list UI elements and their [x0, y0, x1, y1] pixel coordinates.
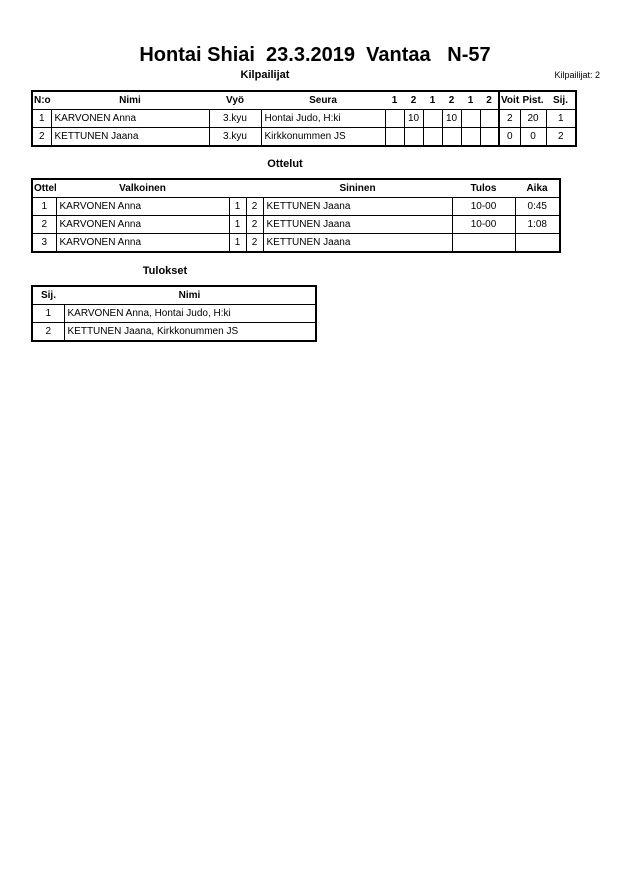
header-cell: Seura: [309, 95, 337, 106]
cell: 2: [31, 215, 57, 234]
cell: KARVONEN Anna, Hontai Judo, H:ki: [63, 304, 317, 323]
header-cell: 1: [391, 95, 398, 106]
header-ottelu: Ottelu: [34, 183, 56, 194]
header-cell: Voit.: [498, 91, 520, 110]
cell: KETTUNEN Jaana: [262, 215, 453, 234]
cell: 1:08: [514, 215, 561, 234]
cell: [460, 127, 481, 147]
cell: 20: [519, 109, 547, 128]
header-cell: N:o: [34, 95, 51, 106]
page-title: Hontai Shiai 23.3.2019 Vantaa N-57: [139, 44, 491, 66]
matches-heading: Ottelut: [267, 158, 303, 170]
cell: [460, 109, 481, 128]
cell: 2: [498, 109, 521, 128]
cell: 3.kyu: [208, 109, 262, 128]
cell: 1: [31, 197, 57, 216]
matches-table: Ottelu Valkoinen Sininen Tulos Aika 1KAR…: [31, 178, 561, 253]
cell: 0: [519, 127, 547, 147]
competitor-row: 2 KETTUNEN Jaana 3.kyu Kirkkonummen JS 0 0 2: [31, 127, 577, 147]
cell: KARVONEN Anna: [55, 197, 230, 216]
cell: 0:45: [514, 197, 561, 216]
cell: [384, 109, 405, 128]
cell: KETTUNEN Jaana, Kirkkonummen JS: [63, 322, 317, 342]
header-cell: 1: [429, 95, 436, 106]
cell: [422, 109, 443, 128]
competitors-table: N:o Nimi Vyö Seura 1 2 1 2 1 2 Voit. Pist. Sij. 1 KARV…: [31, 90, 577, 147]
cell: [479, 127, 500, 147]
cell: [403, 127, 424, 147]
cell: Kirkkonummen JS: [260, 127, 386, 147]
cell: 10-00: [451, 197, 516, 216]
cell: [479, 109, 500, 128]
cell: [451, 233, 516, 253]
cell: 1: [545, 109, 577, 128]
result-row: 1 KARVONEN Anna, Hontai Judo, H:ki: [31, 304, 317, 323]
cell: KARVONEN Anna: [55, 233, 230, 253]
cell: 10: [403, 109, 424, 128]
header-tulos: Tulos: [470, 183, 497, 194]
match-row: 3 KARVONEN Anna 1 2 KETTUNEN Jaana: [31, 233, 561, 253]
cell: KARVONEN Anna: [55, 215, 230, 234]
cell: 1: [228, 197, 247, 216]
competitors-heading: Kilpailijat: [240, 69, 290, 81]
cell: KETTUNEN Jaana: [50, 127, 210, 147]
cell: 2: [245, 233, 264, 253]
result-row: 2 KETTUNEN Jaana, Kirkkonummen JS: [31, 322, 317, 342]
header-cell: Pist.: [522, 95, 544, 106]
header-cell: 2: [486, 95, 492, 106]
cell: 10-00: [451, 215, 516, 234]
header-nimi: Nimi: [178, 290, 201, 301]
match-row: 2 KARVONEN Anna 1 2 KETTUNEN Jaana 10-00 1:08: [31, 215, 561, 234]
cell: KARVONEN Anna: [50, 109, 210, 128]
cell: [441, 127, 462, 147]
results-table: Sij. Nimi 1 KARVONEN Anna, Hontai Judo, H…: [31, 285, 317, 342]
cell: 1: [31, 304, 65, 323]
results-heading: Tulokset: [142, 265, 188, 277]
cell: 0: [498, 127, 521, 147]
header-cell: 2: [410, 95, 417, 106]
header-cell: 1: [467, 95, 474, 106]
header-cell: Sij.: [552, 95, 568, 106]
cell: 3.kyu: [208, 127, 262, 147]
cell: 2: [31, 127, 52, 147]
match-row: 1 KARVONEN Anna 1 2 KETTUNEN Jaana 10-00 0:45: [31, 197, 561, 216]
cell: Hontai Judo, H:ki: [260, 109, 386, 128]
header-aika: Aika: [526, 183, 548, 194]
cell: 2: [245, 197, 264, 216]
cell: 2: [545, 127, 577, 147]
cell: [514, 233, 561, 253]
cell: 2: [245, 215, 264, 234]
cell: 1: [228, 215, 247, 234]
cell: 10: [441, 109, 462, 128]
cell: 3: [31, 233, 57, 253]
header-valkoinen: Valkoinen: [119, 183, 166, 194]
cell: 1: [228, 233, 247, 253]
competitor-count: Kilpailijat: 2: [554, 70, 600, 80]
header-sij: Sij.: [40, 290, 56, 301]
cell: KETTUNEN Jaana: [262, 197, 453, 216]
competitor-row: 1 KARVONEN Anna 3.kyu Hontai Judo, H:ki 10 10…: [31, 109, 577, 128]
header-cell: 2: [448, 95, 455, 106]
cell: 2: [31, 322, 65, 342]
cell: [384, 127, 405, 147]
header-cell: Nimi: [119, 95, 141, 106]
header-cell: Vyö: [226, 95, 244, 106]
cell: KETTUNEN Jaana: [262, 233, 453, 253]
cell: [422, 127, 443, 147]
cell: 1: [31, 109, 52, 128]
header-sininen: Sininen: [339, 183, 376, 194]
